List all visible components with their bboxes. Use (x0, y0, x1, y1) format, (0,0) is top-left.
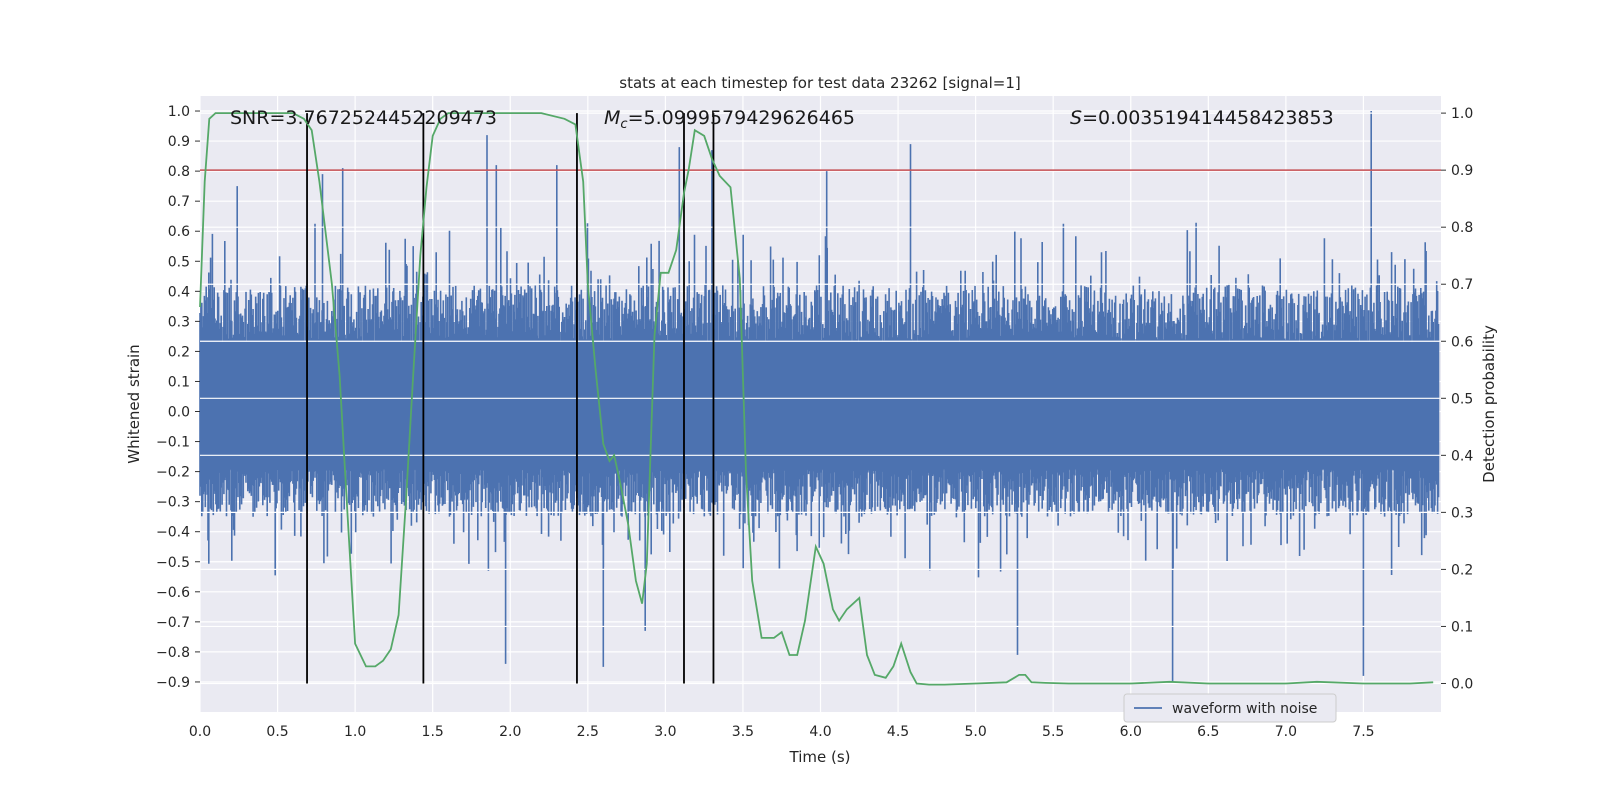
legend: waveform with noise (1123, 693, 1337, 723)
x-tick-label: 3.0 (654, 724, 676, 740)
y-tick-label: 0.1 (168, 374, 190, 390)
chirp-mass-annotation: Mc=5.0999579429626465 (604, 107, 855, 132)
detection-probability-line (199, 112, 1434, 686)
mc-value: =5.0999579429626465 (628, 107, 855, 129)
vertical-markers (306, 113, 715, 684)
right-tick-label: 0.9 (1451, 163, 1473, 179)
x-tick-label: 6.5 (1197, 724, 1219, 740)
x-tick-labels: 0.0 0.5 1.0 1.5 2.0 2.5 3.0 3.5 4.0 4.5 5.0 5.5 6.0 6… (189, 724, 1375, 740)
mc-symbol: M (604, 107, 620, 129)
right-tick-label: 0.1 (1451, 619, 1473, 635)
y-tick-label: −0.4 (156, 525, 190, 541)
right-axis-grid (200, 112, 1441, 685)
y-tick-label: −0.3 (156, 495, 190, 511)
x-tick-label: 7.5 (1352, 724, 1374, 740)
right-tick-label: 1.0 (1451, 106, 1473, 122)
x-tick-label: 5.5 (1042, 724, 1064, 740)
y-axis-label-left: Whitened strain (125, 344, 143, 463)
y-tick-label: 0.5 (168, 254, 190, 270)
x-tick-label: 2.0 (499, 724, 521, 740)
x-tick-label: 1.0 (344, 724, 366, 740)
probability-series (199, 112, 1434, 686)
right-tick-label: 0.6 (1451, 334, 1473, 350)
right-tick-label: 0.3 (1451, 505, 1473, 521)
x-tick-label: 4.5 (887, 724, 909, 740)
y-tick-label: −0.5 (156, 555, 190, 571)
x-tick-label: 4.0 (809, 724, 831, 740)
y-tick-label: −0.7 (156, 615, 190, 631)
chart-title: stats at each timestep for test data 232… (619, 74, 1020, 92)
waveform-with-noise-line (199, 111, 1440, 682)
noise-series (199, 111, 1440, 682)
y-tick-label: −0.1 (156, 435, 190, 451)
y-axis-label-right: Detection probability (1480, 325, 1498, 483)
x-tick-label: 3.5 (732, 724, 754, 740)
y-tick-label: −0.2 (156, 465, 190, 481)
y-tick-label: 0.2 (168, 344, 190, 360)
y-tick-label: −0.8 (156, 645, 190, 661)
mc-subscript: c (620, 117, 627, 132)
y-tick-label: −0.6 (156, 585, 190, 601)
legend-label: waveform with noise (1172, 701, 1317, 717)
x-tick-label: 1.5 (422, 724, 444, 740)
x-tick-label: 5.0 (964, 724, 986, 740)
x-tick-label: 0.5 (266, 724, 288, 740)
s-annotation: S=0.003519414458423853 (1070, 107, 1334, 129)
s-symbol: S (1070, 107, 1082, 129)
y-tick-label: 0.7 (168, 194, 190, 210)
y-tick-label: 0.3 (168, 314, 190, 330)
right-tick-label: 0.2 (1451, 562, 1473, 578)
legend-box (1123, 693, 1337, 723)
right-tick-label: 0.4 (1451, 448, 1473, 464)
y-tick-label: 0.8 (168, 164, 190, 180)
y-tick-label: 0.4 (168, 284, 190, 300)
x-tick-label: 7.0 (1275, 724, 1297, 740)
right-y-tick-labels: 0.0 0.1 0.2 0.3 0.4 0.5 0.6 0.7 0.8 0.9 1.0 (1441, 106, 1473, 692)
x-tick-label: 0.0 (189, 724, 211, 740)
right-tick-label: 0.5 (1451, 391, 1473, 407)
y-tick-label: 1.0 (168, 104, 190, 120)
y-tick-label: 0.9 (168, 134, 190, 150)
y-tick-label: −0.9 (156, 675, 190, 691)
right-tick-label: 0.7 (1451, 277, 1473, 293)
left-y-tick-labels: −0.9 −0.8 −0.7 −0.6 −0.5 −0.4 −0.3 −0.2 −0.1 0.0 0… (156, 104, 200, 691)
x-tick-label: 6.0 (1120, 724, 1142, 740)
right-tick-label: 0.8 (1451, 220, 1473, 236)
y-tick-label: 0.6 (168, 224, 190, 240)
snr-annotation: SNR=3.7672524452209473 (230, 107, 497, 129)
y-tick-label: 0.0 (168, 405, 190, 421)
right-tick-label: 0.0 (1451, 676, 1473, 692)
x-tick-label: 2.5 (577, 724, 599, 740)
s-value: =0.003519414458423853 (1082, 107, 1334, 129)
x-axis-label: Time (s) (789, 748, 851, 766)
